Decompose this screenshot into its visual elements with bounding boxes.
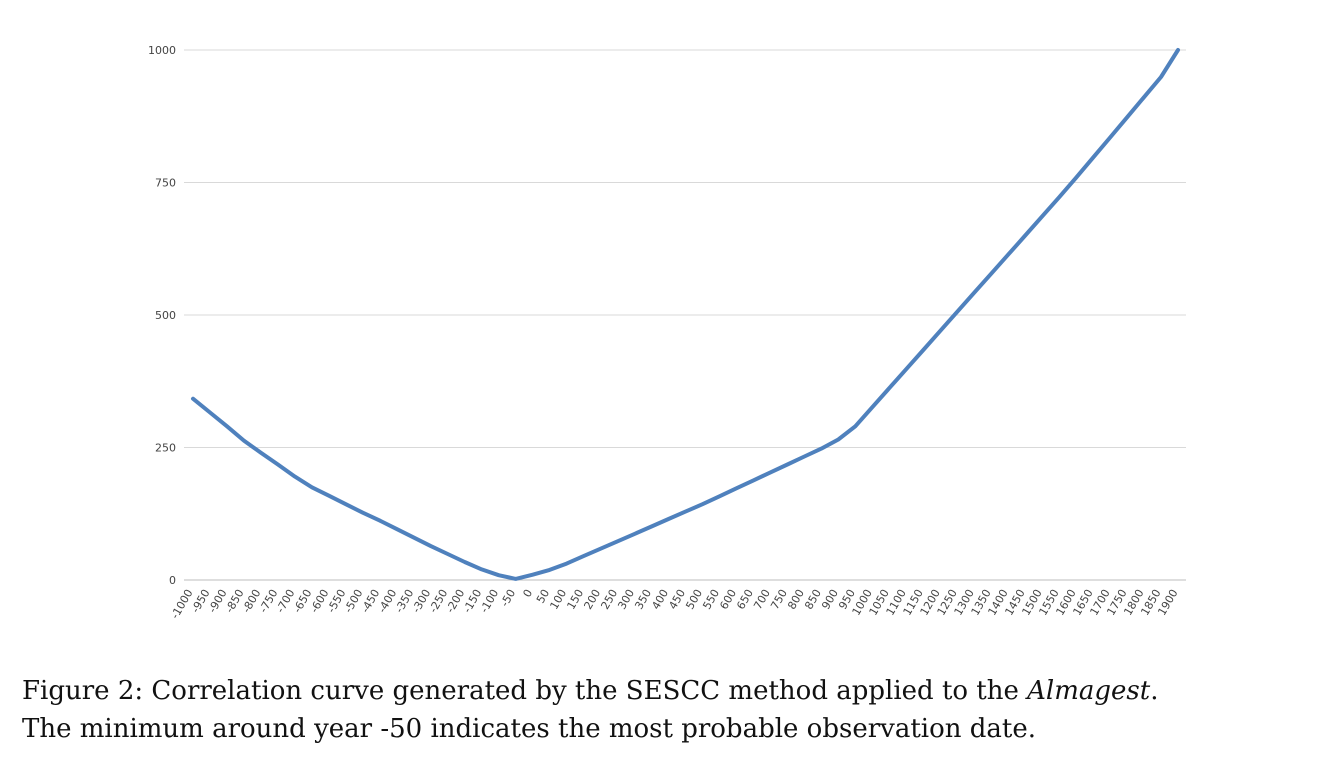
x-tick-label: 400 bbox=[649, 587, 671, 612]
x-tick-label: 900 bbox=[819, 587, 841, 612]
x-tick-label: 250 bbox=[598, 587, 620, 612]
x-tick-label: 600 bbox=[717, 587, 739, 612]
caption-italic-title: Almagest bbox=[1027, 676, 1151, 706]
caption-line-1: Figure 2: Correlation curve generated by… bbox=[22, 672, 1322, 710]
x-tick-label: 150 bbox=[564, 587, 586, 612]
y-tick-label: 1000 bbox=[148, 44, 176, 57]
x-tick-label: 300 bbox=[615, 587, 637, 612]
x-tick-label: 550 bbox=[700, 587, 722, 612]
y-tick-label: 250 bbox=[155, 442, 176, 455]
x-tick-label: 850 bbox=[802, 587, 824, 612]
x-tick-label: 800 bbox=[785, 587, 807, 612]
figure-caption: Figure 2: Correlation curve generated by… bbox=[22, 672, 1322, 748]
y-tick-label: 500 bbox=[155, 309, 176, 322]
x-tick-label: 750 bbox=[768, 587, 790, 612]
y-axis: 0 250 500 750 1000 bbox=[148, 44, 176, 587]
series-line bbox=[191, 48, 1180, 581]
x-tick-label: -50 bbox=[498, 587, 518, 609]
caption-text: Figure 2: Correlation curve generated by… bbox=[22, 676, 1028, 706]
x-axis: -1000-950-900-850-800-750-700-650-600-55… bbox=[168, 587, 1180, 621]
y-tick-label: 750 bbox=[155, 177, 176, 190]
correlation-curve bbox=[191, 48, 1180, 581]
gridlines bbox=[184, 49, 1186, 581]
x-tick-label: -100 bbox=[478, 587, 502, 615]
caption-line-2: The minimum around year -50 indicates th… bbox=[22, 714, 1036, 744]
x-tick-label: 100 bbox=[547, 587, 569, 612]
x-tick-label: 650 bbox=[734, 587, 756, 612]
x-tick-label: 350 bbox=[632, 587, 654, 612]
x-tick-label: 50 bbox=[534, 587, 552, 606]
caption-period: . bbox=[1150, 676, 1159, 706]
x-tick-label: 450 bbox=[666, 587, 688, 612]
x-tick-label: 0 bbox=[520, 587, 535, 600]
x-tick-label: 500 bbox=[683, 587, 705, 612]
x-tick-label: 200 bbox=[581, 587, 603, 612]
y-tick-label: 0 bbox=[169, 574, 176, 587]
x-tick-label: 700 bbox=[751, 587, 773, 612]
